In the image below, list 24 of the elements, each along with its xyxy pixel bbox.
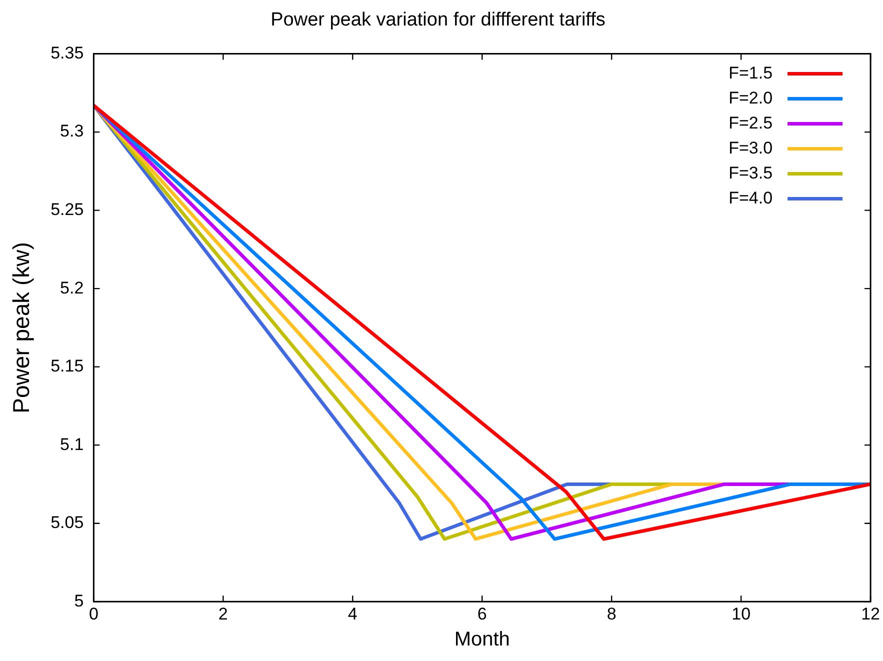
x-tick-label: 4 [348,604,358,624]
x-tick-label: 6 [477,604,487,624]
y-tick-label: 5.05 [50,513,84,532]
x-tick-label: 12 [861,604,880,624]
y-axis-title: Power peak (kw) [8,242,34,414]
y-tick-label: 5.1 [60,434,84,454]
legend-label: F=3.5 [728,163,773,182]
y-tick-label: 5.15 [50,356,84,376]
y-tick-label: 5.3 [60,122,84,141]
x-tick-label: 2 [218,604,228,624]
y-tick-label: 5.25 [50,200,84,219]
x-tick-label: 8 [606,604,616,624]
legend-label: F=2.0 [728,88,773,108]
y-tick-label: 5.35 [50,43,84,62]
y-tick-label: 5 [74,591,84,610]
x-axis-title: Month [454,628,510,651]
legend-label: F=3.0 [728,138,773,158]
chart-title: Power peak variation for diffferent tariffs [270,10,606,31]
x-tick-label: 10 [732,604,751,624]
legend-label: F=4.0 [728,188,773,208]
legend-label: F=1.5 [728,63,773,82]
legend-label: F=2.5 [728,113,773,132]
y-tick-label: 5.2 [60,278,84,298]
x-tick-label: 0 [88,604,98,624]
